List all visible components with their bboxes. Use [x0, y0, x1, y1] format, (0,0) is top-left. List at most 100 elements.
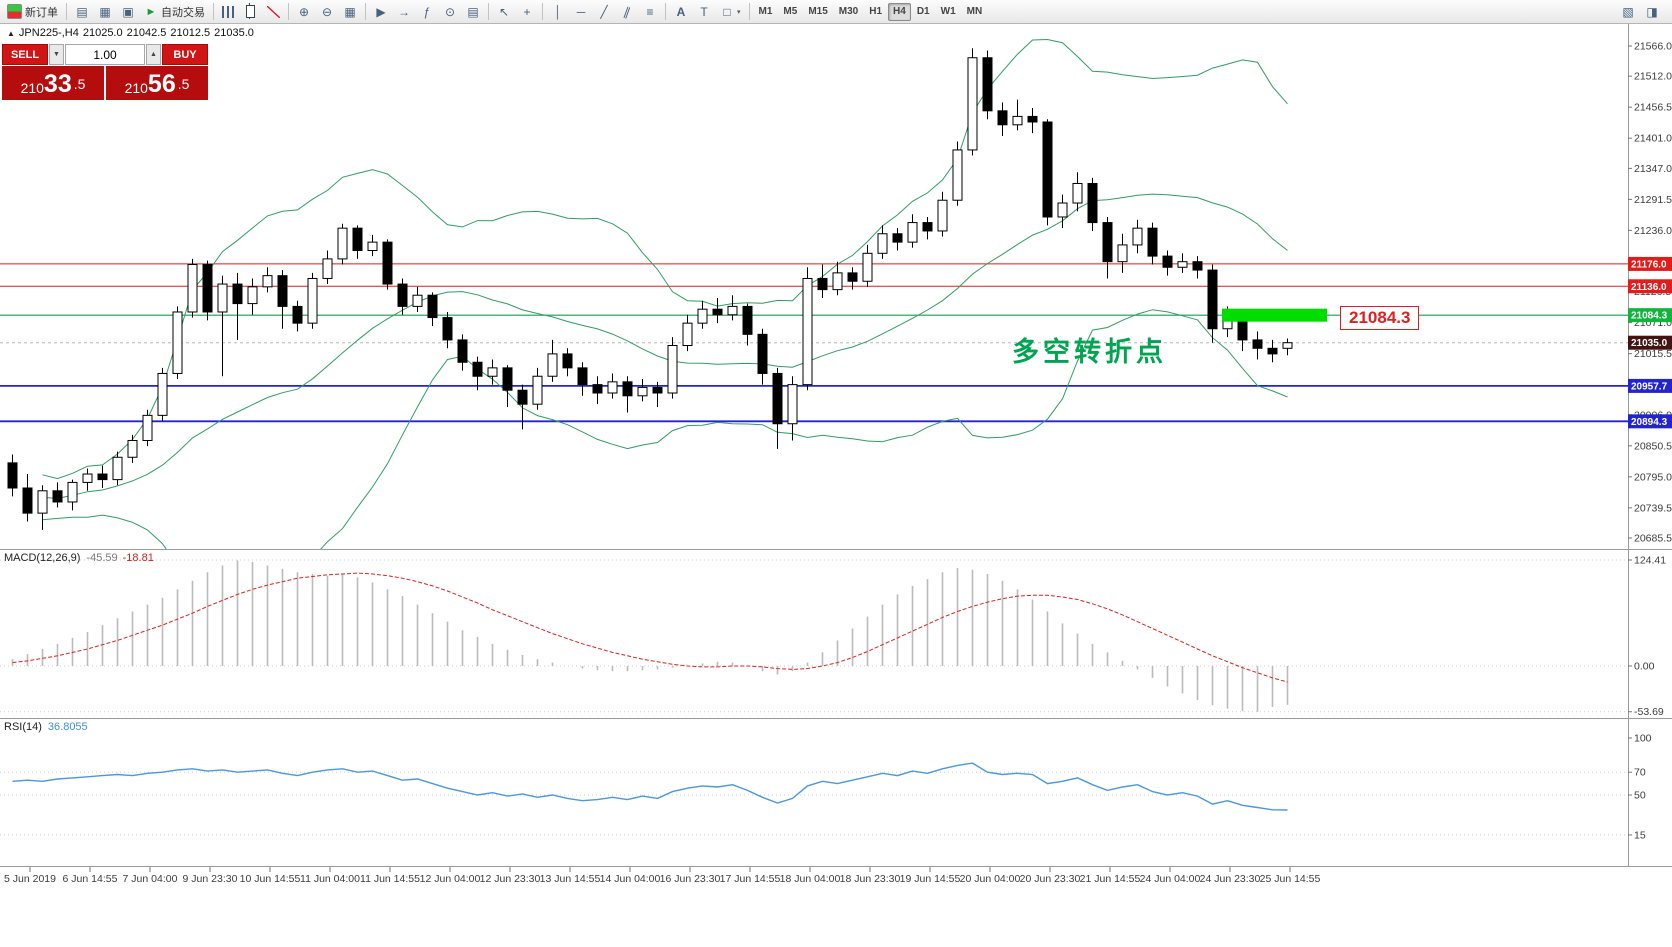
price-badge — [1628, 279, 1672, 294]
timeframe-m1-button[interactable]: M1 — [754, 3, 778, 21]
channel-button[interactable]: ∥ — [616, 2, 638, 22]
highlight-bar[interactable] — [1222, 308, 1327, 322]
periods-button[interactable]: ⊙ — [439, 2, 461, 22]
vertical-line-button[interactable]: │ — [547, 2, 569, 22]
text-button[interactable]: A — [670, 2, 692, 22]
quote-symbol: JPN225-,H4 — [18, 27, 79, 39]
navigator-button[interactable]: ▦ — [94, 2, 116, 22]
horizontal-line-icon: ─ — [576, 4, 586, 19]
fibonacci-icon: ≡ — [646, 4, 654, 19]
candle-body — [1132, 227, 1143, 246]
rsi-axis-label: 50 — [1634, 790, 1646, 802]
auto-scroll-button[interactable]: ▶ — [370, 2, 392, 22]
candle-body — [1027, 115, 1038, 123]
new-order-button[interactable]: 新订单 — [3, 2, 62, 22]
sell-button[interactable]: SELL — [2, 44, 48, 65]
timeframe-h4-button[interactable]: H4 — [888, 2, 911, 21]
candle-body — [1252, 339, 1263, 349]
price-axis-label: 20850.5 — [1634, 440, 1672, 452]
zoom-in-button[interactable]: ⊕ — [293, 2, 315, 22]
candle-body — [232, 283, 243, 305]
timeframe-m15-button[interactable]: M15 — [803, 3, 832, 21]
price-axis-label: 20795.0 — [1634, 471, 1672, 483]
data-window-icon: ▤ — [76, 4, 88, 19]
time-axis-label: 20 Jun 04:00 — [960, 873, 1021, 885]
properties-button[interactable]: ◨ — [1641, 2, 1663, 22]
timeframe-d1-button[interactable]: D1 — [912, 3, 935, 21]
macd-axis-label: -53.69 — [1634, 706, 1664, 718]
highlight-price-label[interactable]: 21084.3 — [1340, 306, 1420, 330]
candles — [7, 48, 1293, 530]
time-axis-label: 12 Jun 04:00 — [420, 873, 481, 885]
toolbar-separator — [66, 3, 67, 20]
candle-body — [982, 57, 993, 112]
candle-body — [172, 311, 183, 374]
candle-body — [952, 149, 963, 201]
cursor-icon: ↖ — [498, 4, 510, 19]
objects-list-button[interactable]: ▧ — [1617, 2, 1639, 22]
turning-point-annotation[interactable]: 多空转折点 — [1012, 337, 1167, 367]
indicators-button[interactable]: ƒ — [416, 2, 438, 22]
candle-body — [802, 277, 813, 386]
timeframe-w1-button[interactable]: W1 — [936, 3, 961, 21]
candle-body — [112, 456, 123, 481]
price-axis-label: 21401.0 — [1634, 133, 1672, 145]
candle-body — [697, 308, 708, 324]
buy-button[interactable]: BUY — [162, 44, 208, 65]
symbol-expand-icon[interactable]: ▲ — [7, 29, 15, 38]
volume-decrease-button[interactable]: ▼ — [49, 44, 64, 65]
candle-body — [997, 110, 1008, 126]
horizontal-line-button[interactable]: ─ — [570, 2, 592, 22]
tile-windows-button[interactable]: ▦ — [339, 2, 361, 22]
candle-body — [502, 367, 513, 391]
candle-body — [412, 294, 423, 307]
zoom-in-icon: ⊕ — [298, 4, 310, 19]
macd-pane — [0, 559, 1628, 713]
fibonacci-button[interactable]: ≡ — [639, 2, 661, 22]
time-axis-label: 18 Jun 23:30 — [840, 873, 901, 885]
candlestick-icon — [246, 3, 255, 19]
time-axis-label: 9 Jun 23:30 — [183, 873, 238, 885]
text-label-button[interactable]: T — [693, 2, 715, 22]
crosshair-button[interactable]: + — [516, 2, 538, 22]
new-order-icon — [7, 4, 22, 19]
candle-body — [907, 222, 918, 243]
timeframe-m5-button[interactable]: M5 — [778, 3, 802, 21]
candle-body — [532, 375, 543, 405]
chart-bars-button[interactable] — [218, 2, 238, 22]
timeframe-h1-button[interactable]: H1 — [864, 3, 887, 21]
quote-line: ▲ JPN225-,H4 21025.0 21042.5 21012.5 21035.0 — [7, 27, 258, 39]
objects-list-icon: ▧ — [1622, 4, 1634, 19]
price-badge-label: 20894.3 — [1631, 417, 1668, 428]
chart-shift-button[interactable]: → — [393, 2, 415, 22]
volume-increase-button[interactable]: ▲ — [146, 44, 161, 65]
shapes-button[interactable]: □ ▾ — [716, 2, 745, 22]
templates-button[interactable]: ▤ — [462, 2, 484, 22]
zoom-out-button[interactable]: ⊖ — [316, 2, 338, 22]
buy-price-button[interactable]: 210 56.5 — [106, 66, 208, 100]
auto-scroll-icon: ▶ — [376, 4, 386, 19]
timeframe-mn-button[interactable]: MN — [962, 3, 988, 21]
chart-line-button[interactable] — [263, 2, 284, 22]
time-axis-label: 6 Jun 14:55 — [63, 873, 118, 885]
auto-trading-button[interactable]: ► 自动交易 — [140, 2, 209, 22]
terminal-button[interactable]: ▣ — [117, 2, 139, 22]
candle-body — [472, 361, 483, 377]
time-axis-label: 16 Jun 23:30 — [660, 873, 721, 885]
price-badge — [1628, 378, 1672, 393]
buy-price-pre: 210 — [124, 80, 148, 96]
sell-price-button[interactable]: 210 33.5 — [2, 66, 104, 100]
price-axis-label: 20685.5 — [1634, 533, 1672, 545]
cursor-button[interactable]: ↖ — [493, 2, 515, 22]
candle-body — [922, 222, 933, 232]
vertical-line-icon: │ — [554, 4, 562, 19]
auto-trading-icon: ► — [145, 5, 157, 18]
chart-candles-button[interactable] — [239, 2, 262, 22]
data-window-button[interactable]: ▤ — [71, 2, 93, 22]
trendline-button[interactable]: ╱ — [593, 2, 615, 22]
quote-close: 21035.0 — [214, 27, 254, 39]
volume-input[interactable] — [65, 44, 145, 65]
candle-body — [367, 241, 378, 252]
timeframe-m30-button[interactable]: M30 — [834, 3, 863, 21]
